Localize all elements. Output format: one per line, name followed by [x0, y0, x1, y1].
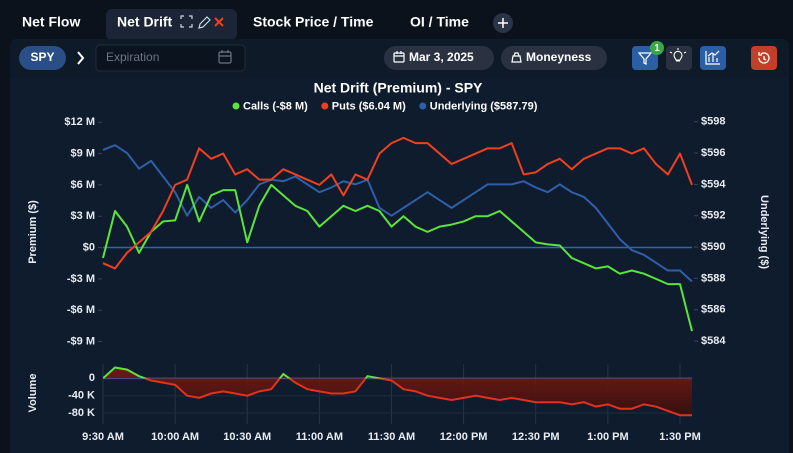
expiration-placeholder: Expiration — [106, 50, 159, 64]
date: Mar 3, 2025 — [409, 50, 474, 64]
volume-tick-label: -80 K — [68, 407, 95, 419]
add-icon — [498, 18, 508, 28]
filter-count: 1 — [654, 43, 660, 54]
y-tick-label: -$9 M — [67, 335, 95, 347]
y-tick-label: -$3 M — [67, 273, 95, 285]
moneyness-pill[interactable] — [501, 46, 607, 70]
x-tick-label: 12:30 PM — [512, 431, 560, 443]
volume-tick-label: 0 — [89, 372, 95, 384]
active-tab-bg — [106, 9, 237, 40]
y2-tick-label: $584 — [701, 335, 726, 347]
series-line — [102, 144, 693, 283]
tab-icons — [180, 15, 224, 29]
tab[interactable]: Net Flow — [22, 14, 80, 30]
volume-area — [103, 367, 692, 416]
y2-tick-label: $598 — [701, 116, 725, 128]
date-pill[interactable] — [384, 46, 494, 70]
expiration-input[interactable] — [95, 44, 246, 72]
volume-tick-label: -40 K — [68, 390, 95, 402]
y2-tick-label: $592 — [701, 210, 725, 222]
edit-icon[interactable] — [198, 16, 211, 29]
series-line — [102, 183, 693, 332]
y-tick-label: $0 — [83, 241, 95, 253]
volume-line-negative — [103, 378, 692, 417]
chart-title: Net Drift (Premium) - SPY — [314, 80, 483, 96]
y-tick-label: $6 M — [71, 179, 95, 191]
y-axis-label: Premium ($) — [27, 200, 39, 264]
chevron — [77, 51, 85, 65]
x-tick-label: 11:30 AM — [368, 431, 415, 443]
tab[interactable]: Net Drift — [117, 14, 173, 30]
y2-tick-label: $586 — [701, 304, 725, 316]
y2-tick-label: $588 — [701, 272, 725, 284]
chart-icon — [705, 50, 720, 65]
y2-axis-label: Underlying ($) — [758, 195, 770, 269]
filter-icon — [637, 52, 653, 65]
symbol-pill[interactable] — [19, 46, 66, 70]
x-tick-label: 1:30 PM — [659, 431, 701, 443]
legend-label: Puts ($6.04 M) — [332, 100, 406, 112]
reset-icon — [758, 52, 770, 64]
expand-icon[interactable] — [180, 15, 193, 28]
theme-button[interactable] — [666, 46, 692, 70]
y-tick-label: $12 M — [64, 116, 95, 128]
legend-label: Underlying ($587.79) — [430, 100, 538, 112]
x-tick-label: 1:00 PM — [587, 431, 629, 443]
y2-tick-label: $596 — [701, 147, 725, 159]
series-line — [102, 136, 693, 270]
x-tick-label: 11:00 AM — [296, 431, 343, 443]
y2-tick-label: $590 — [701, 241, 725, 253]
tab[interactable]: Stock Price / Time — [253, 14, 374, 30]
volume-axis-label: Volume — [27, 374, 39, 413]
x-tick-label: 10:30 AM — [223, 431, 271, 443]
close-icon[interactable] — [214, 17, 224, 27]
filter-badge — [650, 41, 664, 55]
symbol: SPY — [30, 50, 54, 64]
y-tick-label: $9 M — [71, 147, 95, 159]
y-tick-label: $3 M — [71, 210, 95, 222]
legend-swatch — [321, 102, 329, 110]
y2-tick-label: $594 — [701, 178, 726, 190]
y-tick-label: -$6 M — [67, 304, 95, 316]
x-tick-label: 9:30 AM — [82, 431, 124, 443]
legend-label: Calls (-$8 M) — [243, 100, 308, 112]
tab[interactable]: OI / Time — [410, 14, 469, 30]
legend-swatch — [232, 102, 240, 110]
moneyness: Moneyness — [526, 50, 592, 64]
x-tick-label: 12:00 PM — [440, 431, 488, 443]
calendar-icon — [218, 50, 232, 64]
x-tick-label: 10:00 AM — [151, 431, 199, 443]
bulb-icon — [669, 48, 687, 62]
moneyness-icon — [511, 52, 522, 63]
legend-swatch — [419, 102, 427, 110]
date-icon — [393, 51, 405, 63]
